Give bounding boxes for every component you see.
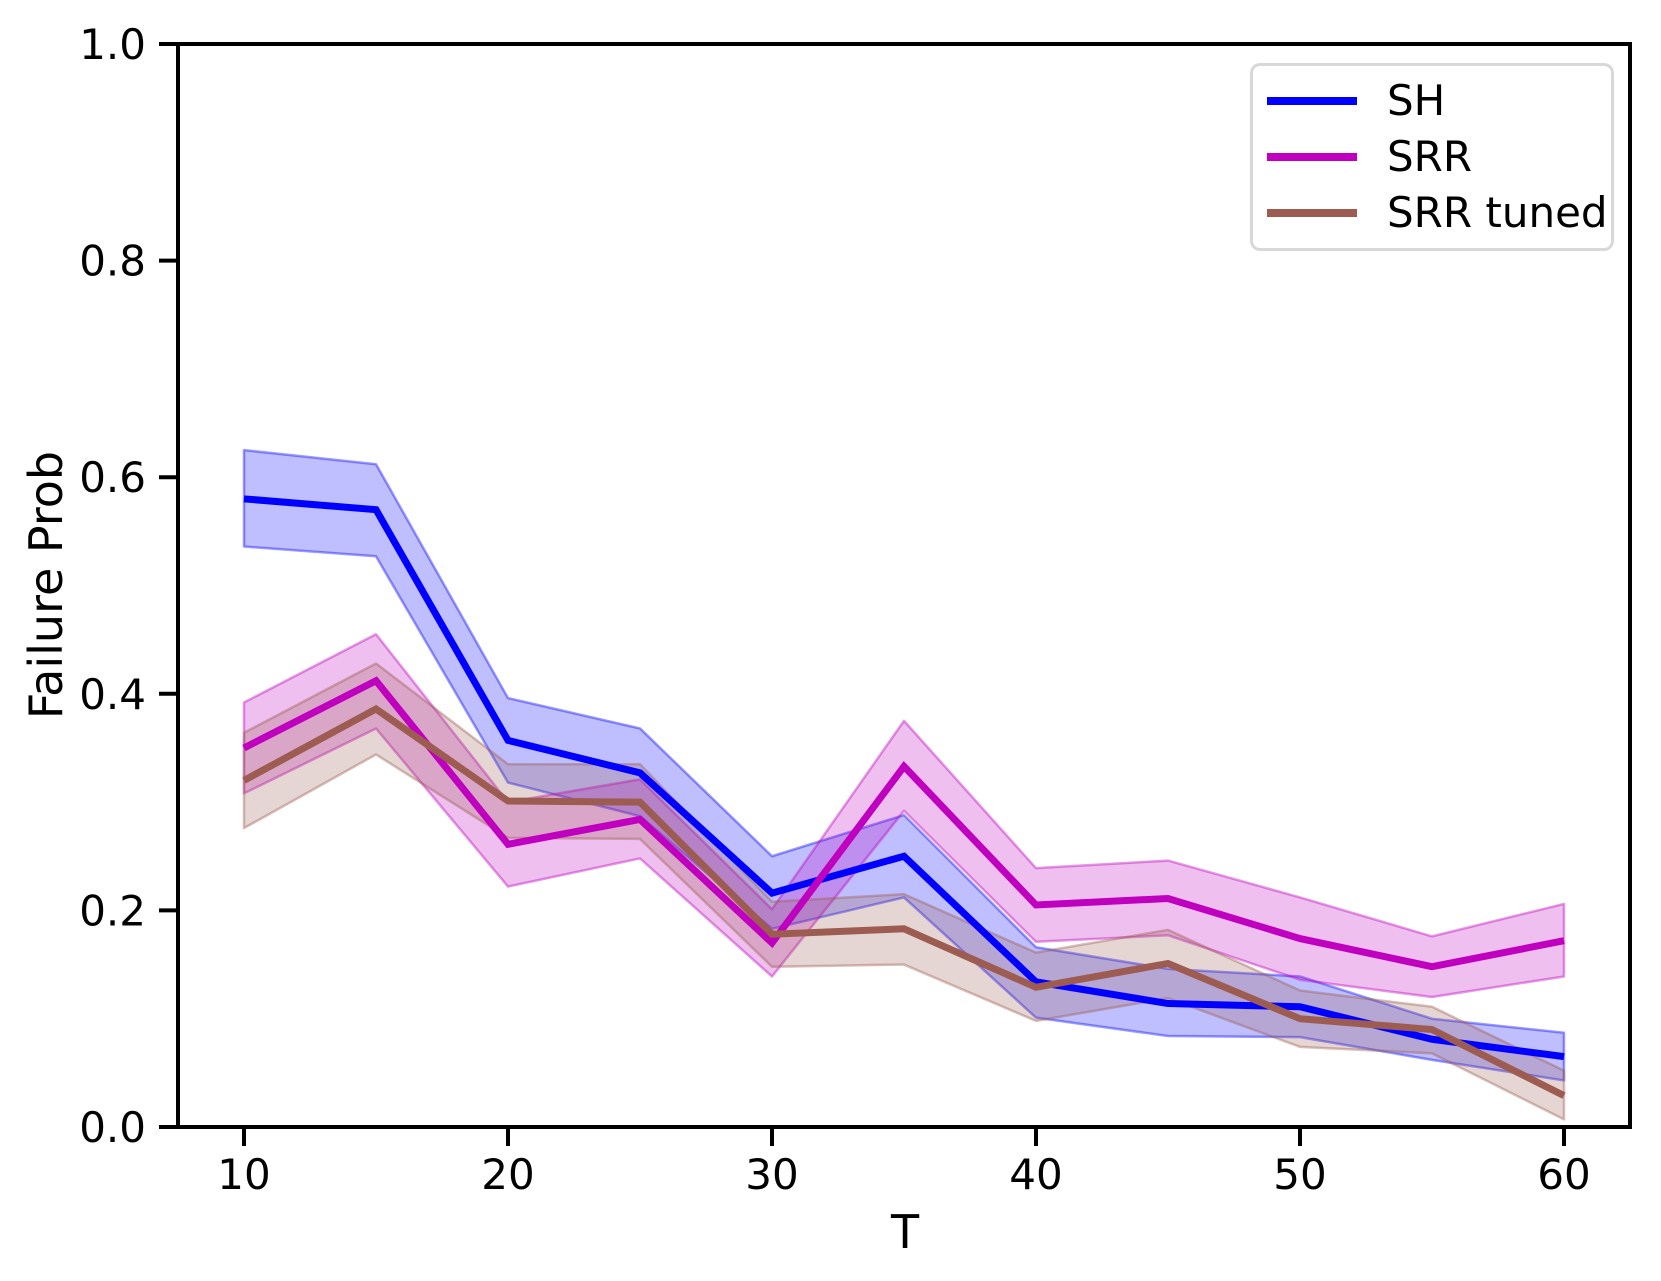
plot-spines bbox=[176, 42, 1632, 1129]
legend-swatch-srr-tuned bbox=[1267, 209, 1357, 217]
legend-label-sh: SH bbox=[1387, 76, 1446, 125]
x-tick-label-50: 50 bbox=[1273, 1150, 1326, 1199]
y-tick-label-0.4: 0.4 bbox=[79, 670, 146, 719]
legend-item-srr: SRR bbox=[1267, 136, 1611, 178]
series-srr-band bbox=[242, 632, 1566, 999]
series-sh-line bbox=[243, 495, 1565, 1061]
y-tick-label-0.2: 0.2 bbox=[79, 886, 146, 935]
legend-item-sh: SH bbox=[1267, 80, 1611, 122]
x-axis-label: T bbox=[890, 1205, 920, 1259]
x-tick-label-30: 30 bbox=[745, 1150, 798, 1199]
legend-swatch-sh bbox=[1267, 97, 1357, 105]
legend-swatch-srr bbox=[1267, 153, 1357, 161]
legend-label-srr: SRR bbox=[1387, 132, 1473, 181]
series-srr-tuned-line bbox=[242, 704, 1566, 1099]
y-axis-label: Failure Prob bbox=[19, 450, 73, 720]
legend-label-srr-tuned: SRR tuned bbox=[1387, 188, 1608, 237]
x-tick-label-10: 10 bbox=[217, 1150, 270, 1199]
y-tick-label-0.6: 0.6 bbox=[79, 453, 146, 502]
legend-box: SH SRR SRR tuned bbox=[1250, 63, 1614, 251]
series-srr-line bbox=[242, 676, 1565, 971]
legend-item-srr-tuned: SRR tuned bbox=[1267, 192, 1611, 234]
x-tick-label-40: 40 bbox=[1009, 1150, 1062, 1199]
x-tick-label-60: 60 bbox=[1537, 1150, 1590, 1199]
y-tick-label-0.0: 0.0 bbox=[79, 1103, 146, 1152]
x-tick-label-20: 20 bbox=[481, 1150, 534, 1199]
y-tick-label-0.8: 0.8 bbox=[79, 237, 146, 286]
y-tick-label-1.0: 1.0 bbox=[79, 20, 146, 69]
